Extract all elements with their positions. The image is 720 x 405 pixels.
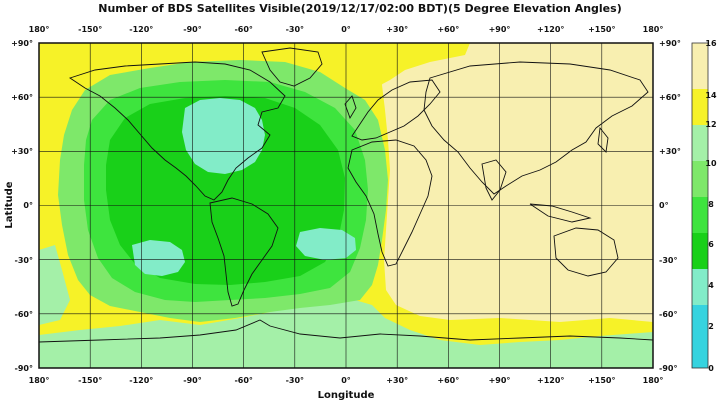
lon-tick-top: -30° (286, 25, 304, 34)
colorbar-band-14-16 (692, 57, 708, 89)
lon-tick-bottom: +30° (386, 376, 408, 385)
lon-tick-bottom: -30° (286, 376, 304, 385)
lat-tick-right: +60° (659, 93, 681, 102)
lon-tick-bottom: 180° (29, 376, 50, 385)
lon-tick-top: +30° (386, 25, 408, 34)
coast-north-america (68, 61, 286, 201)
lon-tick-top: 180° (643, 25, 664, 34)
map-frame (38, 42, 654, 369)
lat-tick-right: -90° (659, 364, 677, 373)
colorbar-band-10-12 (692, 125, 708, 161)
map-title: Number of BDS Satellites Visible(2019/12… (98, 2, 622, 15)
lat-tick-left: -30° (15, 256, 33, 265)
region-teal-sp (132, 240, 185, 276)
lon-tick-top: +150° (588, 25, 615, 34)
coast-india (481, 159, 507, 201)
lon-tick-top: -120° (129, 25, 153, 34)
bottom-longitude-ticks: 180° -150° -120° -90° -60° -30° 0° +30° … (29, 376, 664, 385)
gridlines (39, 43, 653, 368)
lon-tick-top: +90° (489, 25, 511, 34)
lat-tick-left: -60° (15, 310, 33, 319)
lon-tick-bottom: 180° (643, 376, 664, 385)
lon-tick-bottom: +90° (489, 376, 511, 385)
colorbar-band-16 (692, 43, 708, 57)
lat-tick-right: +30° (659, 147, 681, 156)
lon-tick-bottom: -60° (234, 376, 252, 385)
region-green-6 (106, 96, 345, 285)
lon-tick-bottom: -90° (183, 376, 201, 385)
left-latitude-ticks: +90° +60° +30° 0° -30° -60° -90° (11, 39, 33, 373)
lon-tick-top: -60° (234, 25, 252, 34)
lat-tick-left: -90° (15, 364, 33, 373)
lat-tick-left: +60° (11, 93, 33, 102)
colorbar-band-8-10 (692, 161, 708, 197)
lon-tick-bottom: -150° (78, 376, 102, 385)
colorbar-tick: 2 (708, 322, 714, 331)
lat-tick-left: +30° (11, 147, 33, 156)
lat-tick-left: +90° (11, 39, 33, 48)
coast-indonesia (529, 203, 592, 223)
colorbar-ticks: 16 14 12 10 8 6 4 2 0 (705, 39, 717, 373)
coast-africa (347, 139, 433, 267)
colorbar-tick: 4 (708, 281, 714, 290)
lat-tick-right: +90° (659, 39, 681, 48)
lat-tick-right: -30° (659, 256, 677, 265)
region-teal-sa (296, 228, 356, 260)
coast-greenland (261, 47, 323, 87)
colorbar-tick: 14 (705, 91, 717, 100)
x-axis-title: Longitude (318, 390, 375, 401)
lon-tick-top: +120° (537, 25, 564, 34)
top-longitude-ticks: 180° -150° -120° -90° -60° -30° 0° +30° … (29, 25, 664, 34)
lon-tick-bottom: +150° (588, 376, 615, 385)
lon-tick-top: -90° (183, 25, 201, 34)
colorbar-tick: 10 (705, 159, 717, 168)
colorbar-tick: 8 (708, 200, 714, 209)
colorbar-tick: 16 (705, 39, 717, 48)
region-left-strip (39, 245, 70, 325)
coast-antarctica (39, 319, 653, 343)
colorbar-tick: 12 (705, 120, 716, 129)
right-latitude-ticks: +90° +60° +30° 0° -30° -60° -90° (659, 39, 681, 373)
region-teal-na (182, 98, 265, 174)
lon-tick-top: +60° (437, 25, 459, 34)
lon-tick-bottom: 0° (341, 376, 351, 385)
lon-tick-top: 180° (29, 25, 50, 34)
lon-tick-bottom: -120° (129, 376, 153, 385)
lon-tick-top: -150° (78, 25, 102, 34)
colorbar-tick: 0 (708, 364, 714, 373)
coast-asia (423, 61, 649, 195)
colorbar (691, 42, 709, 369)
coast-japan (597, 126, 609, 153)
coast-europe (351, 79, 441, 141)
lon-tick-bottom: +60° (437, 376, 459, 385)
coast-uk (344, 95, 357, 120)
colorbar-band-12-14 (692, 89, 708, 125)
colorbar-frame (691, 42, 709, 369)
region-high-east (382, 43, 653, 322)
coastlines (39, 47, 653, 343)
colorbar-band-6-8 (692, 197, 708, 233)
y-axis-title: Latitude (4, 181, 15, 228)
coast-australia (553, 227, 619, 277)
colorbar-band-0-2 (692, 305, 708, 368)
lon-tick-top: 0° (341, 25, 351, 34)
region-north-yellow (340, 43, 470, 90)
colorbar-band-2-4 (692, 269, 708, 305)
lon-tick-bottom: +120° (537, 376, 564, 385)
lat-tick-left: 0° (23, 201, 33, 210)
colorbar-tick: 6 (708, 240, 714, 249)
lat-tick-right: -60° (659, 310, 677, 319)
colorbar-band-4-6 (692, 233, 708, 269)
lat-tick-right: 0° (659, 201, 669, 210)
